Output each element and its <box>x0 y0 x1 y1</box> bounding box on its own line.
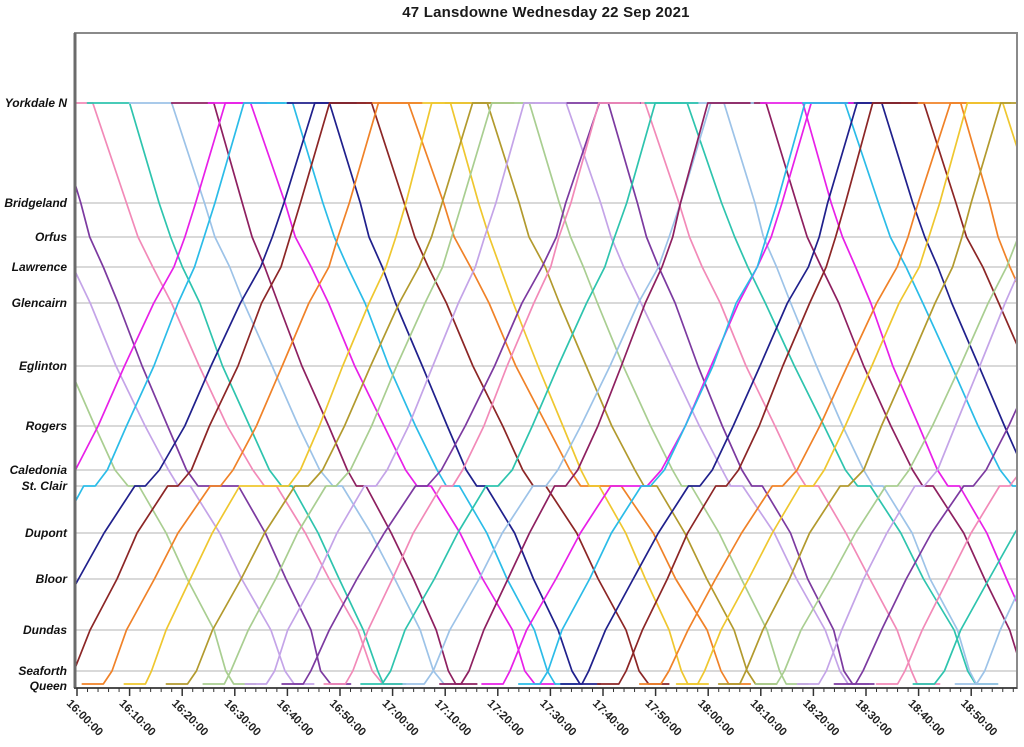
trip-line-up-28 <box>76 102 286 502</box>
trip-line-up-53 <box>954 594 1016 685</box>
trip-line-up-46 <box>675 102 1012 685</box>
trip-line-down-19 <box>681 102 999 685</box>
station-label-queen: Queen <box>30 679 67 693</box>
trip-line-down-3 <box>76 102 404 685</box>
trip-line-down-14 <box>486 102 809 685</box>
x-tick-label-165000: 16:50:00 <box>327 698 368 739</box>
trip-line-down-13 <box>444 102 778 685</box>
trip-line-down-9 <box>286 102 602 685</box>
x-tick-label-174000: 17:40:00 <box>590 698 631 739</box>
trip-line-up-51 <box>875 476 1016 685</box>
station-label-lawrence: Lawrence <box>12 260 68 274</box>
station-label-yorkdale-n: Yorkdale N <box>5 96 68 110</box>
trip-line-up-31 <box>81 102 423 685</box>
trip-line-down-6 <box>170 102 478 685</box>
trip-line-up-35 <box>244 102 567 685</box>
trip-line-up-41 <box>481 102 854 685</box>
x-tick-label-185000: 18:50:00 <box>958 698 999 739</box>
trip-line-down-10 <box>328 102 670 685</box>
x-tick-label-180000: 18:00:00 <box>695 698 736 739</box>
trip-line-up-32 <box>123 102 475 685</box>
trip-lines <box>76 102 1016 685</box>
trip-line-down-18 <box>644 102 999 685</box>
trip-line-up-33 <box>165 102 515 685</box>
x-tick-label-170000: 17:00:00 <box>379 698 420 739</box>
station-label-caledonia: Caledonia <box>10 463 68 477</box>
trip-line-up-49 <box>796 276 1016 685</box>
x-tick-label-182000: 18:20:00 <box>800 698 841 739</box>
station-label-st-clair: St. Clair <box>22 479 69 493</box>
x-tick-label-160000: 16:00:00 <box>64 698 105 739</box>
trip-line-down-5 <box>128 102 465 685</box>
trip-line-up-39 <box>402 102 755 685</box>
trip-line-up-47 <box>717 102 1016 685</box>
x-tick-label-175000: 17:50:00 <box>642 698 683 739</box>
station-label-orfus: Orfus <box>35 230 67 244</box>
x-tick-label-173000: 17:30:00 <box>537 698 578 739</box>
trip-line-down-22 <box>802 102 1016 487</box>
station-label-glencairn: Glencairn <box>12 296 67 310</box>
trip-line-up-50 <box>833 407 1016 685</box>
trip-line-up-38 <box>360 102 699 685</box>
trip-line-down-12 <box>407 102 710 685</box>
trip-line-up-29 <box>76 102 358 586</box>
trip-line-down-25 <box>917 102 1016 283</box>
trip-line-down-7 <box>207 102 557 685</box>
trip-line-down-15 <box>523 102 870 685</box>
trip-line-up-52 <box>912 529 1016 685</box>
station-label-seaforth: Seaforth <box>18 664 67 678</box>
x-tick-label-162000: 16:20:00 <box>169 698 210 739</box>
chart-title: 47 Lansdowne Wednesday 22 Sep 2021 <box>402 4 690 21</box>
trip-line-up-27 <box>76 102 268 471</box>
trip-line-up-40 <box>439 102 751 685</box>
trip-line-up-34 <box>202 102 536 685</box>
station-label-dupont: Dupont <box>25 526 68 540</box>
x-tick-label-183000: 18:30:00 <box>853 698 894 739</box>
trip-line-down-0 <box>76 380 257 685</box>
x-tick-label-161000: 16:10:00 <box>116 698 157 739</box>
trip-line-up-37 <box>323 102 641 685</box>
trip-line-down-2 <box>76 184 352 685</box>
station-label-eglinton: Eglinton <box>19 359 67 373</box>
station-label-bloor: Bloor <box>36 572 69 586</box>
x-tick-label-163000: 16:30:00 <box>222 698 263 739</box>
trip-line-down-23 <box>838 102 1016 455</box>
trip-line-up-42 <box>517 102 849 685</box>
trip-line-up-45 <box>638 102 994 685</box>
x-tick-label-171000: 17:10:00 <box>432 698 473 739</box>
x-tick-label-181000: 18:10:00 <box>748 698 789 739</box>
trip-line-down-24 <box>880 102 1016 345</box>
trip-line-up-48 <box>754 240 1016 685</box>
station-label-rogers: Rogers <box>26 419 68 433</box>
trip-line-up-36 <box>281 102 642 685</box>
trip-line-down-17 <box>602 102 941 685</box>
x-tick-label-184000: 18:40:00 <box>905 698 946 739</box>
trip-line-up-44 <box>596 102 917 685</box>
trip-line-up-30 <box>76 102 373 668</box>
x-tick-label-164000: 16:40:00 <box>274 698 315 739</box>
station-label-dundas: Dundas <box>23 623 67 637</box>
trip-line-up-43 <box>560 102 902 685</box>
trip-line-down-1 <box>76 271 315 685</box>
station-label-bridgeland: Bridgeland <box>4 196 67 210</box>
trip-line-down-11 <box>365 102 752 685</box>
trip-line-down-4 <box>86 102 407 685</box>
trip-line-down-21 <box>759 102 1016 603</box>
x-tick-label-172000: 17:20:00 <box>485 698 526 739</box>
trip-line-down-20 <box>723 102 1016 654</box>
trip-line-down-8 <box>249 102 578 685</box>
